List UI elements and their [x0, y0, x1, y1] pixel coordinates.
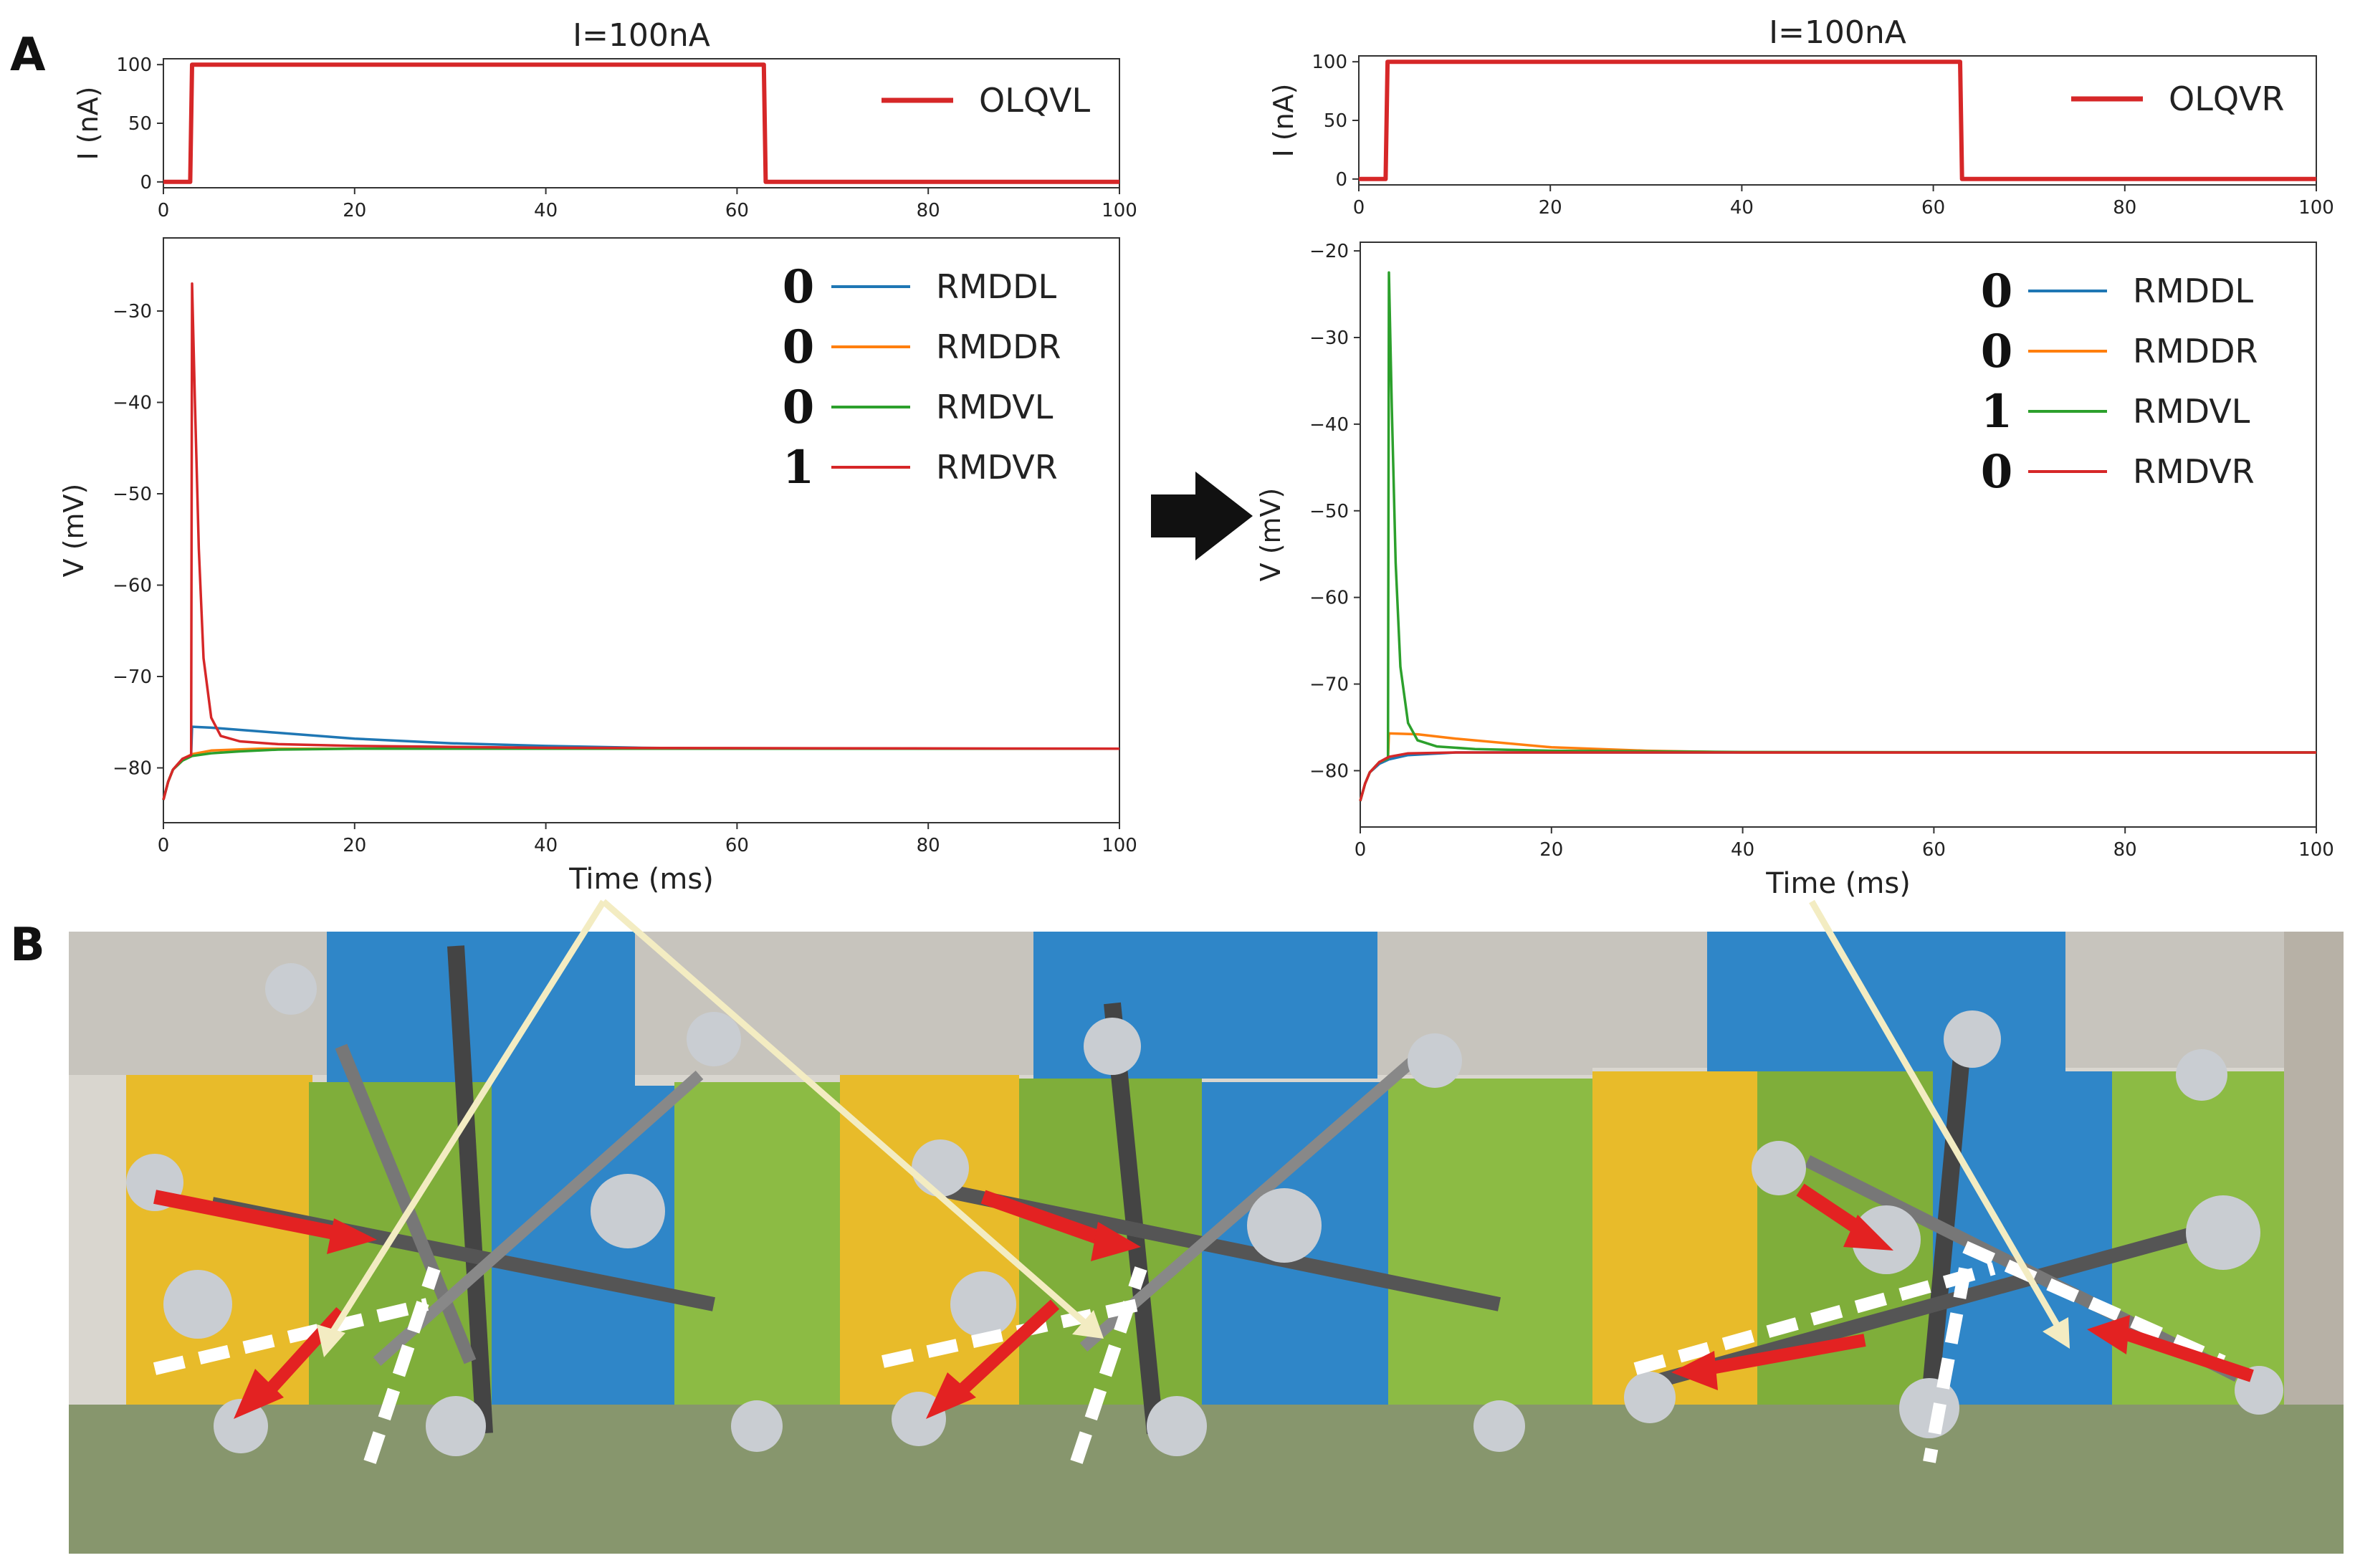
y-tick-label: −50 [113, 484, 152, 505]
y-tick-label: −70 [1309, 674, 1349, 696]
plot-frame [1358, 55, 2317, 186]
y-tick-label: −80 [1309, 760, 1349, 782]
y-tick-label: 100 [1312, 52, 1347, 73]
legend-label: RMDVR [936, 448, 1058, 487]
x-tick-label: 80 [2113, 839, 2137, 861]
y-axis-label: I (nA) [1268, 83, 1299, 157]
x-tick-label: 100 [1102, 835, 1137, 856]
x-tick-label: 40 [1730, 197, 1754, 219]
y-tick-label: 0 [140, 172, 152, 193]
x-tick-label: 80 [2113, 197, 2136, 219]
chart-title: I=100nA [573, 17, 710, 54]
y-tick-label: 50 [1324, 110, 1347, 132]
x-tick-label: 40 [1731, 839, 1754, 861]
y-tick-label: −80 [113, 758, 152, 780]
y-tick-label: 0 [1335, 169, 1347, 191]
chart-title: I=100nA [1769, 14, 1906, 51]
x-tick-label: 20 [1539, 839, 1563, 861]
x-axis-label: Time (ms) [1765, 867, 1911, 900]
series-line-rmdvr [162, 282, 1120, 800]
legend-label: RMDDR [936, 328, 1061, 366]
panel-label-b: B [10, 919, 45, 972]
activation-flag: 0 [1981, 325, 2013, 378]
legend-label: RMDDL [936, 267, 1056, 306]
x-tick-label: 20 [343, 200, 366, 221]
activation-flag: 1 [783, 441, 815, 494]
y-tick-label: −70 [113, 666, 152, 688]
activation-flag: 0 [1981, 264, 2013, 318]
activation-flag: 0 [783, 260, 815, 314]
activation-flag: 0 [783, 381, 815, 434]
y-tick-label: −50 [1309, 501, 1349, 522]
x-axis-label: Time (ms) [568, 863, 714, 896]
x-tick-label: 80 [917, 200, 940, 221]
x-tick-label: 40 [534, 835, 558, 856]
chart-left-stimulus: 0 20 40 60 80 100 0 50 100 I=100nA I (nA) OLQVL [72, 17, 1137, 221]
y-axis-label: V (mV) [58, 484, 90, 578]
x-tick-label: 100 [2298, 197, 2334, 219]
chart-right-stimulus: 0 20 40 60 80 100 0 50 100 I=100nA I (nA) OLQVR [1268, 14, 2334, 219]
legend-label: OLQVL [979, 81, 1091, 120]
series-line-olqvr [1359, 59, 2316, 181]
x-tick-label: 20 [343, 835, 366, 856]
activation-flag: 0 [1981, 445, 2013, 499]
plot-frame [163, 58, 1120, 188]
y-tick-label: 100 [116, 54, 152, 76]
x-tick-label: 100 [2298, 839, 2334, 861]
activation-flag: 1 [1981, 385, 2013, 439]
panel-label-a: A [10, 29, 46, 82]
x-tick-label: 40 [534, 200, 558, 221]
legend-label: RMDVR [2133, 452, 2255, 491]
y-tick-label: −30 [113, 301, 152, 322]
legend-label: RMDDR [2133, 332, 2258, 371]
x-tick-label: 60 [725, 200, 749, 221]
x-tick-label: 20 [1539, 197, 1562, 219]
y-axis-label: V (mV) [1255, 488, 1286, 582]
legend-label: OLQVR [2169, 80, 2284, 118]
robot-photo-frame-2 [840, 932, 1592, 1554]
x-tick-label: 0 [158, 835, 170, 856]
activation-flag: 0 [783, 320, 815, 374]
series-line-rmdvr [1359, 751, 2316, 802]
y-tick-label: −60 [113, 575, 152, 597]
x-tick-label: 100 [1102, 200, 1137, 221]
series-line-olqvl [163, 62, 1119, 184]
legend-label: RMDVL [2133, 392, 2250, 431]
x-tick-label: 60 [1922, 839, 1946, 861]
x-tick-label: 0 [1355, 839, 1367, 861]
x-tick-label: 60 [725, 835, 749, 856]
x-tick-label: 60 [1921, 197, 1945, 219]
x-tick-label: 80 [917, 835, 940, 856]
plot-frame [1360, 242, 2317, 828]
y-tick-label: −40 [1309, 414, 1349, 436]
y-tick-label: −60 [1309, 588, 1349, 609]
y-tick-label: 50 [128, 113, 152, 135]
y-tick-label: −40 [113, 393, 152, 414]
legend-label: RMDDL [2133, 272, 2253, 310]
x-tick-label: 0 [158, 200, 170, 221]
y-tick-label: −30 [1309, 328, 1349, 349]
transition-arrow-icon [1151, 472, 1253, 560]
robot-photo-sequence [69, 932, 2344, 1554]
robot-photo-frame-1 [69, 932, 840, 1554]
legend-label: RMDVL [936, 388, 1054, 426]
y-tick-label: −20 [1309, 241, 1349, 262]
y-axis-label: I (nA) [72, 86, 104, 160]
x-tick-label: 0 [1353, 197, 1365, 219]
robot-photo-frame-3 [1592, 932, 2344, 1554]
plot-frame [163, 237, 1120, 823]
